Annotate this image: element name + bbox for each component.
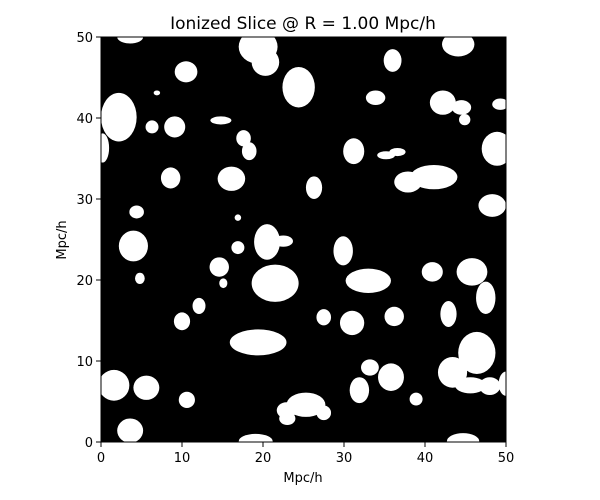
ionized-region [238,433,273,442]
ionized-region [217,166,246,191]
ionized-region [219,278,228,289]
y-axis: 0 10 20 30 40 50 [76,31,101,451]
ionized-region [178,391,195,408]
y-tick-label: 0 [85,436,93,451]
y-tick-label: 50 [76,31,93,46]
ionized-region [476,281,496,315]
ionized-region [440,301,457,327]
plot-frame [100,36,507,443]
ionized-region [164,116,186,138]
x-tick-label: 30 [336,451,353,466]
ionized-region [254,224,281,260]
ionized-region [456,258,488,286]
ionized-region [478,194,506,217]
ionized-region [383,49,402,72]
ionized-region [210,116,232,125]
x-axis-label: Mpc/h [283,471,322,486]
ionized-region [174,61,198,83]
ionized-region [241,142,257,161]
ionized-region [492,98,506,110]
ionized-region [451,100,472,115]
ionized-region [389,147,406,157]
y-tick-label: 10 [76,355,93,370]
ionized-region [384,306,404,327]
ionized-region [236,130,251,147]
ionized-region [454,377,486,394]
ionized-region [409,392,423,406]
ionized-region [442,37,475,57]
y-axis-label: Mpc/h [55,220,70,259]
ionized-region [251,48,280,76]
ionized-region [365,90,386,106]
ionized-region [145,120,159,134]
ionized-region [273,235,293,247]
ionized-region [118,230,148,262]
y-tick-label: 20 [76,274,93,289]
ionized-region [129,205,144,219]
ionized-region [192,297,206,315]
x-tick-label: 0 [97,451,105,466]
ionized-region [378,363,404,391]
ionized-region [481,131,506,166]
ionized-region [421,262,443,282]
x-tick-label: 50 [498,451,515,466]
ionized-region [498,371,506,396]
ionized-region [361,359,379,376]
x-tick-label: 40 [417,451,434,466]
ionized-regions-layer [101,37,506,442]
ionized-region [429,90,456,115]
ionized-region [229,329,287,356]
ionized-region [101,92,137,142]
ionized-region [234,214,242,221]
ionized-region [316,309,332,326]
ionized-region [333,236,353,266]
chart-title: Ionized Slice @ R = 1.00 Mpc/h [170,14,436,34]
ionized-region [349,377,370,404]
ionized-region [479,377,501,396]
ionized-region [135,272,145,285]
y-tick-label: 40 [76,112,93,127]
ionized-region [458,331,496,374]
x-axis: 0 10 20 30 40 50 [97,442,514,466]
ionized-region [101,369,130,401]
x-tick-label: 20 [255,451,272,466]
ionized-region [173,312,191,331]
ionized-region [251,264,299,302]
ionized-region [101,133,110,163]
ionized-region [316,405,332,421]
ionized-region [133,375,160,400]
ionized-region [305,176,323,199]
ionized-region [160,167,181,189]
ionized-region [459,113,471,126]
ionized-region [276,402,297,419]
ionized-region [343,138,365,165]
ionized-region [209,257,229,277]
ionized-region [446,433,480,442]
ionized-region [345,268,391,293]
ionized-region [286,392,326,417]
x-tick-label: 10 [174,451,191,466]
ionized-region [231,241,245,255]
y-tick-label: 30 [76,193,93,208]
ionized-region [117,37,144,44]
ionized-region [339,310,365,336]
ionized-region [410,164,458,190]
ionized-region [153,90,161,96]
ionized-region [282,66,315,108]
ionized-region [117,418,144,442]
